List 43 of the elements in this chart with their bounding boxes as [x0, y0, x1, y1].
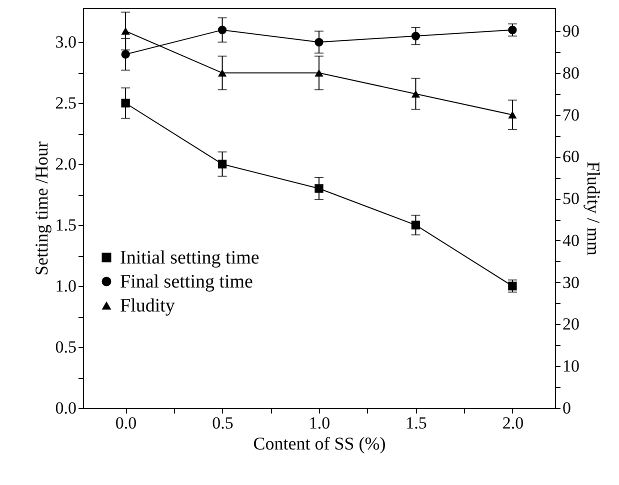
y2-tick-label: 20 [562, 314, 580, 334]
point [411, 220, 420, 230]
y-tick-label: 1.5 [55, 216, 76, 235]
y2-tick-label: 10 [562, 356, 580, 376]
y-tick-label: 3.0 [55, 32, 76, 52]
x-tick-label: 1.0 [308, 414, 330, 432]
y-tick-label: 1.0 [55, 276, 76, 296]
legend-label: Initial setting time [120, 248, 260, 268]
x-tick-label: 2.0 [502, 414, 524, 432]
point [314, 69, 324, 77]
y2-tick-label: 40 [562, 230, 580, 250]
point [508, 111, 517, 119]
legend-label: Fludity [120, 296, 176, 316]
point [314, 184, 324, 193]
y2-tick-label: 80 [562, 63, 580, 82]
point [218, 26, 227, 34]
point [218, 160, 227, 168]
y-tick-label: 2.5 [55, 94, 76, 113]
point [411, 90, 420, 98]
point [314, 38, 324, 46]
y-tick-label: 0.5 [55, 338, 76, 357]
point [121, 27, 130, 35]
y-axis-title: Setting time /Hour [31, 142, 52, 276]
y-tick-label: 2.0 [55, 154, 76, 174]
y2-tick-label: 50 [562, 189, 580, 208]
legend-label: Final setting time [120, 272, 253, 292]
y2-tick-label: 30 [562, 272, 580, 292]
y-tick-label: 0.0 [55, 398, 76, 418]
x-tick-label: 1.5 [406, 414, 427, 432]
point [121, 98, 130, 108]
point [508, 26, 517, 34]
y2-tick-label: 60 [562, 147, 580, 166]
x-axis-title: Content of SS (%) [253, 434, 386, 454]
y2-tick-label: 90 [562, 22, 580, 41]
point [411, 32, 420, 40]
point [218, 69, 227, 77]
point [508, 282, 517, 290]
y2-tick-label: 0 [562, 398, 571, 418]
y2-tick-label: 70 [562, 105, 580, 124]
point [121, 50, 130, 59]
x-tick-label: 0.0 [115, 414, 137, 432]
y2-axis-title: Fludity / mm [584, 161, 604, 256]
x-tick-label: 0.5 [212, 414, 234, 432]
